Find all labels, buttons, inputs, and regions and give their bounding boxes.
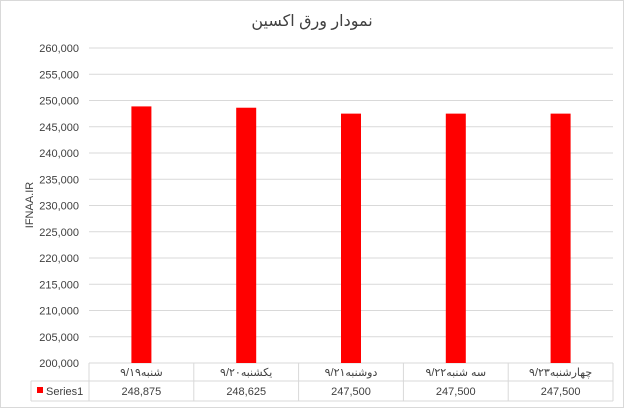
bar [341,113,361,363]
y-tick-label: 255,000 [39,69,79,81]
y-tick-label: 250,000 [39,96,79,108]
y-tick-label: 215,000 [39,279,79,291]
value-label: 248,625 [226,386,266,398]
bar [445,113,466,363]
category-label: یکشنبه۹/۲۰ [220,367,272,379]
y-tick-label: 230,000 [39,201,79,213]
legend-series-name: Series1 [46,386,83,398]
y-tick-label: 210,000 [39,306,79,318]
bar [550,113,571,363]
category-label: دوشنبه۹/۲۱ [325,367,378,379]
y-tick-label: 235,000 [39,174,79,186]
value-label: 247,500 [436,386,476,398]
y-tick-label: 200,000 [39,358,79,370]
category-label: شنبه۹/۱۹ [120,367,163,379]
y-tick-label: 260,000 [39,43,79,55]
category-label: سه شنبه۹/۲۲ [425,367,486,379]
chart-title: نمودار ورق اکسین [251,13,372,31]
y-tick-label: 220,000 [39,253,79,265]
y-tick-label: 240,000 [39,148,79,160]
value-label: 248,875 [122,386,162,398]
value-label: 247,500 [331,386,371,398]
bar [236,107,257,363]
y-tick-label: 225,000 [39,227,79,239]
value-label: 247,500 [541,386,581,398]
y-axis-label: IFNAA.IR [24,182,36,229]
y-tick-label: 205,000 [39,332,79,344]
y-tick-label: 245,000 [39,122,79,134]
bar [131,106,152,363]
legend-swatch [37,387,43,393]
category-label: چهارشنبه۹/۲۳ [529,367,592,379]
